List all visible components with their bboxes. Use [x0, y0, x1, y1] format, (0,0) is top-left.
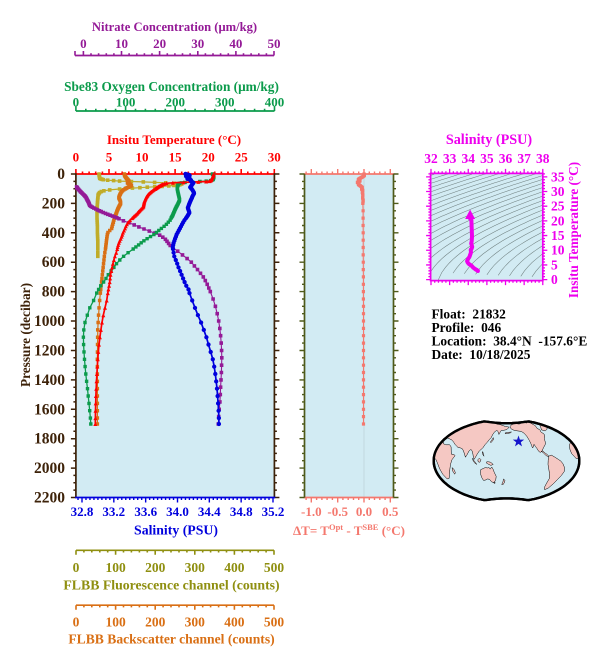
svg-text:800: 800	[42, 284, 66, 301]
svg-text:-1.0: -1.0	[301, 504, 322, 519]
svg-text:300: 300	[215, 94, 235, 109]
svg-text:Insitu Temperature (°C): Insitu Temperature (°C)	[107, 132, 241, 147]
svg-text:100: 100	[116, 94, 136, 109]
svg-text:Location: 38.4°N -157.6°E: Location: 38.4°N -157.6°E	[432, 334, 588, 349]
svg-text:FLBB Fluorescence channel (cou: FLBB Fluorescence channel (counts)	[63, 578, 279, 594]
svg-text:25: 25	[235, 150, 249, 165]
svg-text:200: 200	[145, 615, 166, 630]
svg-text:37: 37	[517, 151, 531, 166]
svg-text:35: 35	[551, 169, 565, 184]
svg-text:40: 40	[229, 36, 242, 51]
svg-text:20: 20	[153, 36, 166, 51]
svg-text:200: 200	[145, 560, 166, 575]
svg-text:1600: 1600	[34, 401, 65, 418]
svg-text:100: 100	[105, 615, 126, 630]
svg-text:10: 10	[115, 36, 128, 51]
svg-text:Salinity (PSU): Salinity (PSU)	[134, 523, 218, 539]
svg-text:33.6: 33.6	[134, 504, 157, 519]
svg-text:Float: 21832: Float: 21832	[432, 307, 507, 322]
svg-text:500: 500	[264, 615, 285, 630]
svg-text:20: 20	[551, 213, 565, 228]
svg-text:34.4: 34.4	[198, 504, 221, 519]
svg-text:15: 15	[551, 228, 565, 243]
svg-text:0: 0	[73, 615, 80, 630]
svg-text:Date: 10/18/2025: Date: 10/18/2025	[432, 347, 531, 362]
svg-text:500: 500	[264, 560, 285, 575]
svg-text:32.8: 32.8	[71, 504, 94, 519]
svg-text:200: 200	[165, 94, 185, 109]
svg-text:0.5: 0.5	[382, 504, 399, 519]
svg-text:1800: 1800	[34, 431, 65, 448]
svg-text:0: 0	[73, 560, 80, 575]
svg-text:34.8: 34.8	[230, 504, 253, 519]
svg-text:5: 5	[106, 150, 113, 165]
svg-text:1200: 1200	[34, 343, 65, 360]
svg-text:Sbe83 Oxygen Concentration (μm: Sbe83 Oxygen Concentration (μm/kg)	[64, 79, 279, 94]
svg-text:10: 10	[136, 150, 149, 165]
svg-text:400: 400	[224, 615, 245, 630]
svg-text:Profile: 046: Profile: 046	[432, 320, 502, 335]
svg-text:0: 0	[73, 150, 80, 165]
svg-text:2200: 2200	[34, 490, 65, 507]
svg-text:32: 32	[424, 151, 438, 166]
svg-text:Salinity (PSU): Salinity (PSU)	[446, 132, 533, 148]
svg-text:-0.5: -0.5	[327, 504, 348, 519]
svg-text:200: 200	[42, 195, 66, 212]
svg-text:34: 34	[462, 151, 476, 166]
svg-text:30: 30	[268, 150, 281, 165]
svg-text:FLBB Backscatter channel (coun: FLBB Backscatter channel (counts)	[68, 632, 274, 648]
svg-text:400: 400	[224, 560, 245, 575]
svg-text:10: 10	[551, 243, 565, 258]
svg-text:36: 36	[499, 151, 513, 166]
svg-text:Pressure (decibar): Pressure (decibar)	[18, 283, 33, 387]
svg-text:300: 300	[185, 560, 206, 575]
svg-text:30: 30	[191, 36, 204, 51]
svg-text:2000: 2000	[34, 460, 65, 477]
svg-text:35: 35	[480, 151, 494, 166]
svg-text:20: 20	[202, 150, 215, 165]
svg-text:1400: 1400	[34, 372, 65, 389]
svg-text:35.2: 35.2	[262, 504, 285, 519]
svg-text:Insitu Temperature (°C): Insitu Temperature (°C)	[566, 162, 581, 298]
svg-text:0: 0	[80, 36, 87, 51]
svg-text:0.0: 0.0	[356, 504, 372, 519]
svg-text:600: 600	[42, 254, 66, 271]
svg-text:0: 0	[73, 94, 80, 109]
svg-text:0: 0	[551, 272, 558, 287]
svg-text:300: 300	[185, 615, 206, 630]
svg-text:ΔT= TOpt - TSBE (°C): ΔT= TOpt - TSBE (°C)	[293, 522, 405, 538]
svg-text:Nitrate Concentration (μm/kg): Nitrate Concentration (μm/kg)	[92, 20, 257, 34]
svg-text:50: 50	[268, 36, 281, 51]
svg-text:38: 38	[536, 151, 550, 166]
svg-text:30: 30	[551, 184, 565, 199]
svg-text:33.2: 33.2	[102, 504, 125, 519]
svg-text:400: 400	[42, 225, 66, 242]
svg-text:400: 400	[265, 94, 285, 109]
svg-text:1000: 1000	[34, 313, 65, 330]
svg-text:25: 25	[551, 199, 565, 214]
svg-text:15: 15	[169, 150, 183, 165]
svg-text:5: 5	[551, 257, 558, 272]
svg-text:100: 100	[105, 560, 126, 575]
svg-text:33: 33	[443, 151, 457, 166]
svg-text:0: 0	[57, 166, 65, 183]
svg-text:34.0: 34.0	[166, 504, 189, 519]
